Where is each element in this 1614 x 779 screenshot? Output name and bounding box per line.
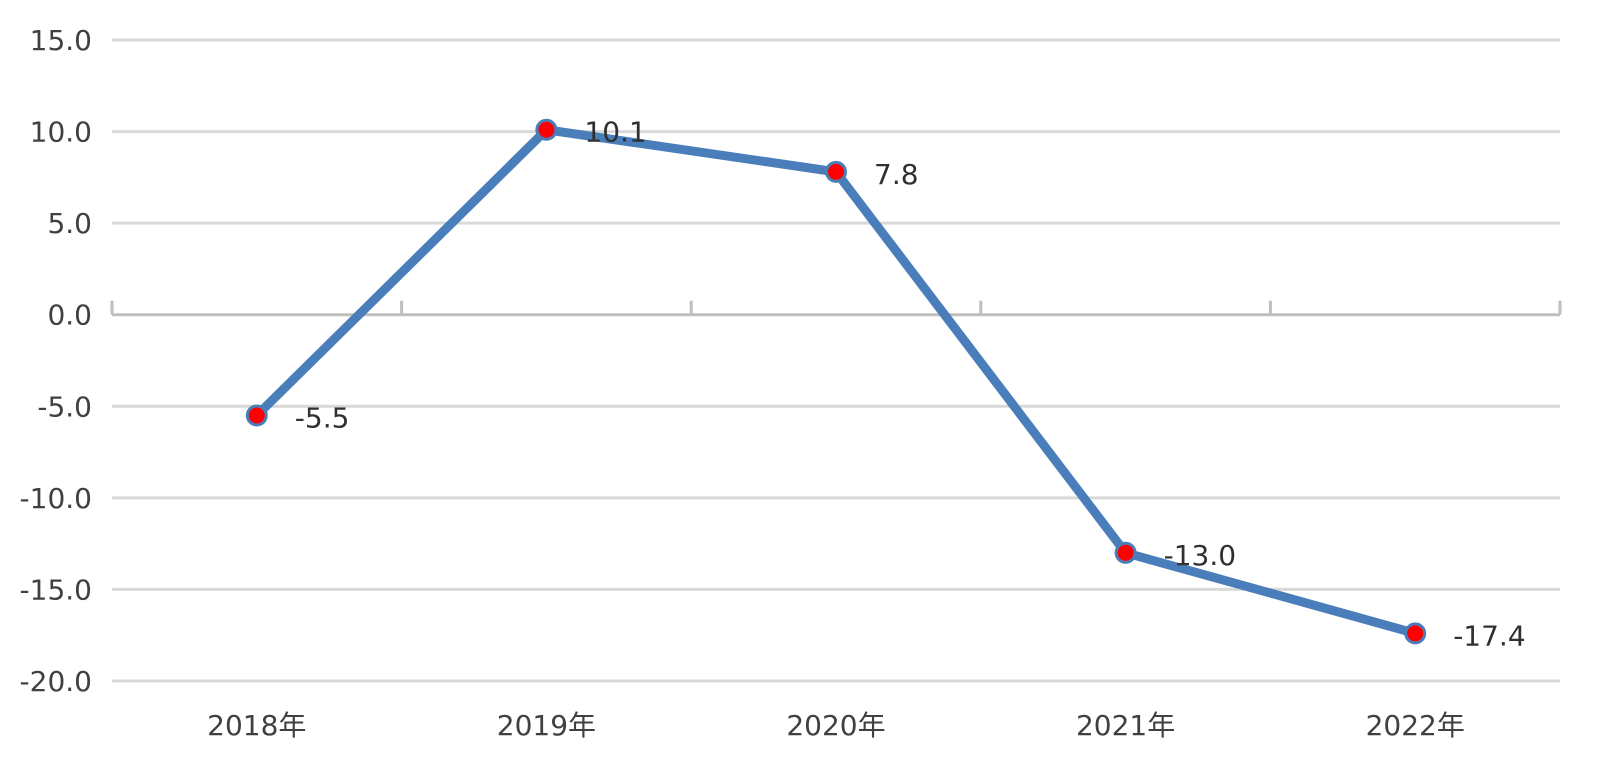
series-line-group — [252, 125, 1420, 638]
y-tick-label: 10.0 — [30, 116, 92, 149]
y-tick-label: 5.0 — [47, 207, 92, 240]
data-point-marker — [245, 404, 268, 427]
data-label: 10.1 — [584, 116, 646, 149]
x-axis — [110, 300, 1562, 317]
y-axis-tick-labels: 15.0 10.0 5.0 0.0 -5.0 -10.0 -15.0 -20.0 — [20, 24, 92, 698]
data-label: -17.4 — [1453, 619, 1525, 652]
data-point-marker — [1404, 622, 1427, 645]
data-point-markers — [245, 118, 1427, 645]
x-tick-label: 2022年 — [1366, 709, 1465, 742]
gridlines — [112, 38, 1560, 683]
x-tick-label: 2020年 — [786, 709, 885, 742]
x-tick-label: 2021年 — [1076, 709, 1175, 742]
data-label: 7.8 — [874, 158, 919, 191]
x-tick-label: 2018年 — [207, 709, 306, 742]
data-label: -13.0 — [1164, 539, 1236, 572]
x-axis-tick-labels: 2018年 2019年 2020年 2021年 2022年 — [207, 709, 1465, 742]
y-tick-label: -5.0 — [37, 390, 92, 423]
data-point-marker — [1114, 541, 1137, 564]
data-point-marker — [825, 160, 847, 183]
y-tick-label: 0.0 — [47, 299, 92, 332]
data-labels: -5.5 10.1 7.8 -13.0 -17.4 — [295, 116, 1526, 653]
y-tick-label: 15.0 — [30, 24, 92, 57]
y-tick-label: -20.0 — [20, 665, 92, 698]
data-point-marker — [535, 118, 558, 141]
x-tick-label: 2019年 — [497, 709, 596, 742]
y-tick-label: -15.0 — [20, 573, 92, 606]
data-label: -5.5 — [295, 401, 350, 434]
series-line — [252, 125, 1420, 638]
y-tick-label: -10.0 — [20, 482, 92, 515]
